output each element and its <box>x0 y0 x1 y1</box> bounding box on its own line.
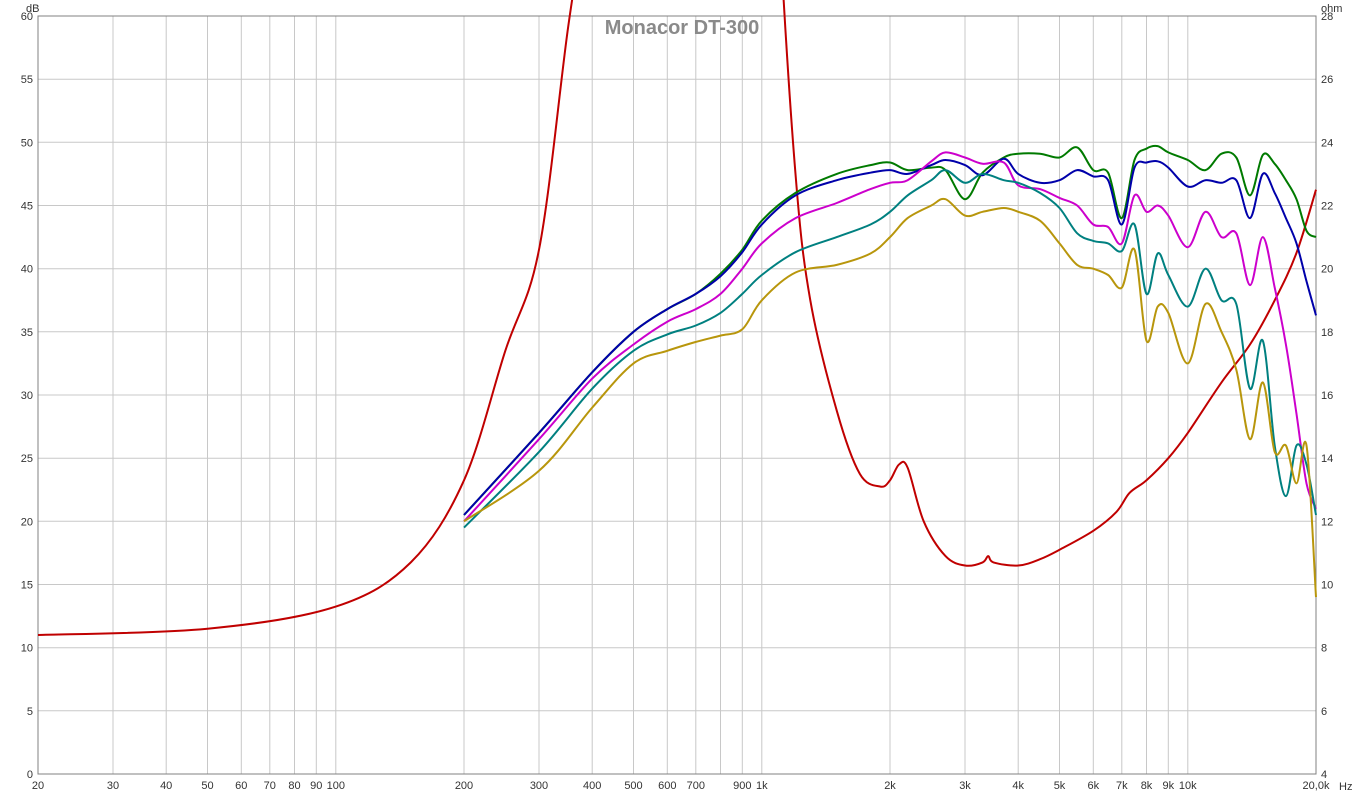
right-y-tick-label: 6 <box>1321 706 1327 718</box>
x-tick-label: 300 <box>530 780 548 792</box>
right-axis-unit: ohm <box>1321 3 1342 15</box>
left-y-tick-label: 25 <box>21 453 33 465</box>
chart-title: Monacor DT-300 <box>605 17 759 39</box>
x-tick-label: 40 <box>160 780 172 792</box>
series-line-1 <box>37 0 1317 636</box>
x-tick-label: 60 <box>235 780 247 792</box>
right-y-tick-label: 12 <box>1321 516 1333 528</box>
left-y-tick-label: 55 <box>21 74 33 86</box>
x-tick-label: 200 <box>455 780 473 792</box>
x-tick-label: 90 <box>310 780 322 792</box>
x-tick-label: 8k <box>1141 780 1153 792</box>
x-tick-label: 400 <box>583 780 601 792</box>
right-y-tick-labels: 4 6 8 10 12 14 16 18 20 22 24 26 28 <box>1321 11 1333 781</box>
x-axis-unit: Hz <box>1339 781 1352 793</box>
grid-lines <box>37 15 1317 775</box>
left-y-tick-label: 5 <box>27 706 33 718</box>
x-tick-label: 700 <box>687 780 705 792</box>
x-tick-label: 3k <box>959 780 971 792</box>
x-tick-label: 30 <box>107 780 119 792</box>
series-line-4 <box>463 151 1317 522</box>
left-y-tick-label: 45 <box>21 201 33 213</box>
x-tick-label: 600 <box>658 780 676 792</box>
x-tick-label: 9k <box>1162 780 1174 792</box>
left-y-tick-label: 40 <box>21 264 33 276</box>
x-tick-label: 100 <box>327 780 345 792</box>
left-y-tick-label: 35 <box>21 327 33 339</box>
right-y-tick-label: 26 <box>1321 74 1333 86</box>
left-y-tick-label: 30 <box>21 390 33 402</box>
x-tick-label: 500 <box>624 780 642 792</box>
x-tick-label: 900 <box>733 780 751 792</box>
left-y-tick-label: 20 <box>21 516 33 528</box>
series-line-6 <box>463 197 1317 598</box>
right-y-tick-label: 18 <box>1321 327 1333 339</box>
left-y-tick-label: 0 <box>27 769 33 781</box>
x-tick-label: 50 <box>201 780 213 792</box>
right-y-tick-label: 28 <box>1321 11 1333 23</box>
x-tick-label: 5k <box>1054 780 1066 792</box>
right-y-tick-label: 22 <box>1321 201 1333 213</box>
x-tick-label: 70 <box>264 780 276 792</box>
left-axis-unit: dB <box>26 3 39 15</box>
right-y-tick-label: 8 <box>1321 643 1327 655</box>
x-tick-label: 7k <box>1116 780 1128 792</box>
x-tick-label: 10k <box>1179 780 1197 792</box>
x-tick-label: 20 <box>32 780 44 792</box>
series-line-3 <box>463 157 1317 516</box>
x-tick-label: 4k <box>1012 780 1024 792</box>
left-y-tick-label: 10 <box>21 643 33 655</box>
plot-frame <box>37 15 1317 775</box>
left-y-tick-label: 15 <box>21 580 33 592</box>
right-y-tick-label: 16 <box>1321 390 1333 402</box>
series-line-5 <box>463 169 1317 529</box>
right-y-tick-label: 20 <box>1321 264 1333 276</box>
left-y-tick-label: 50 <box>21 137 33 149</box>
x-tick-label: 80 <box>288 780 300 792</box>
right-y-tick-label: 24 <box>1321 137 1333 149</box>
series-group <box>37 0 1317 636</box>
right-y-tick-label: 14 <box>1321 453 1333 465</box>
left-y-tick-labels: 0 5 10 15 20 25 30 35 40 45 50 55 60 <box>21 11 33 781</box>
x-tick-labels: 20 30 40 50 60 70 80 90 100 200 300 400 500 600 700 900… <box>32 780 1330 792</box>
x-tick-label: 1k <box>756 780 768 792</box>
left-y-tick-label: 60 <box>21 11 33 23</box>
right-y-tick-label: 10 <box>1321 580 1333 592</box>
x-tick-label: 20,0k <box>1303 780 1330 792</box>
series-line-2 <box>463 144 1317 516</box>
x-tick-label: 6k <box>1087 780 1099 792</box>
right-y-tick-label: 4 <box>1321 769 1327 781</box>
x-tick-label: 2k <box>884 780 896 792</box>
